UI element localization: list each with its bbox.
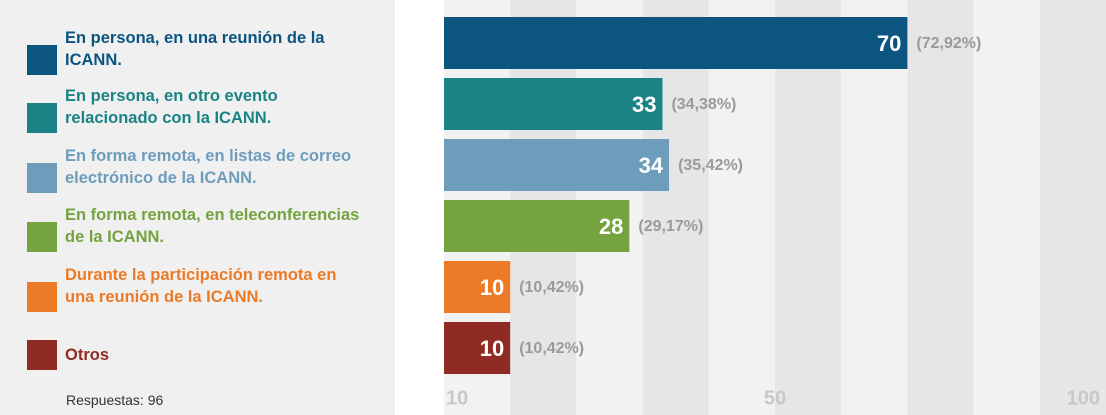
bar: [444, 139, 670, 191]
legend-swatch: [27, 282, 57, 312]
legend-label: En forma remota, en teleconferencias de …: [65, 206, 360, 246]
legend-swatch: [27, 222, 57, 252]
legend-swatch: [27, 163, 57, 193]
legend-label: En persona, en otro evento relacionado c…: [65, 87, 278, 127]
bar: [444, 200, 630, 252]
value-label: 70: [877, 31, 901, 56]
background-band: [841, 0, 908, 415]
bar: [444, 78, 663, 130]
background-band: [973, 0, 1040, 415]
value-label: 10: [480, 336, 504, 361]
legend-item: En persona, en una reunión de la ICANN.: [27, 23, 335, 75]
background-band: [708, 0, 775, 415]
legend-item: Otros: [27, 340, 365, 370]
percent-label: (72,92%): [916, 35, 981, 52]
note: Respuestas: 96: [66, 392, 164, 408]
value-label: 33: [632, 92, 656, 117]
bar: [444, 261, 511, 313]
percent-label: (10,42%): [519, 279, 584, 296]
legend-item: Durante la participación remota en una r…: [27, 260, 365, 312]
legend-label: Otros: [65, 346, 110, 364]
bar: [444, 322, 511, 374]
legend-label: En forma remota, en listas de correo ele…: [65, 147, 352, 187]
x-tick-label: 10: [446, 387, 468, 409]
value-label: 28: [599, 214, 623, 239]
legend-label: Durante la participación remota en una r…: [65, 266, 337, 306]
x-tick-label: 50: [764, 387, 786, 409]
background-band: [775, 0, 842, 415]
legend-item: En forma remota, en listas de correo ele…: [27, 141, 365, 193]
legend-swatch: [27, 45, 57, 75]
legend-swatch: [27, 340, 57, 370]
legend-swatch: [27, 103, 57, 133]
background-band: [907, 0, 974, 415]
legend-label: En persona, en una reunión de la ICANN.: [65, 29, 325, 69]
bar: [444, 17, 908, 69]
percent-label: (10,42%): [519, 340, 584, 357]
background-band: [642, 0, 709, 415]
legend-item: En forma remota, en teleconferencias de …: [27, 200, 365, 252]
value-label: 10: [480, 275, 504, 300]
value-label: 34: [639, 153, 664, 178]
x-tick-label: 100: [1067, 387, 1100, 409]
percent-label: (35,42%): [678, 157, 743, 174]
legend: En persona, en una reunión de la ICANN. E…: [0, 0, 395, 415]
percent-label: (34,38%): [671, 96, 736, 113]
percent-label: (29,17%): [638, 218, 703, 235]
legend-item: En persona, en otro evento relacionado c…: [27, 81, 365, 133]
background-band: [1039, 0, 1106, 415]
